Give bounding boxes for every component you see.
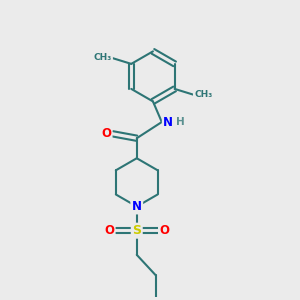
Text: O: O — [159, 224, 170, 237]
Text: S: S — [132, 224, 141, 237]
Text: H: H — [176, 117, 184, 127]
Text: CH₃: CH₃ — [194, 90, 212, 99]
Text: N: N — [132, 200, 142, 213]
Text: O: O — [101, 127, 111, 140]
Text: CH₃: CH₃ — [94, 53, 112, 62]
Text: O: O — [104, 224, 114, 237]
Text: N: N — [163, 116, 173, 128]
